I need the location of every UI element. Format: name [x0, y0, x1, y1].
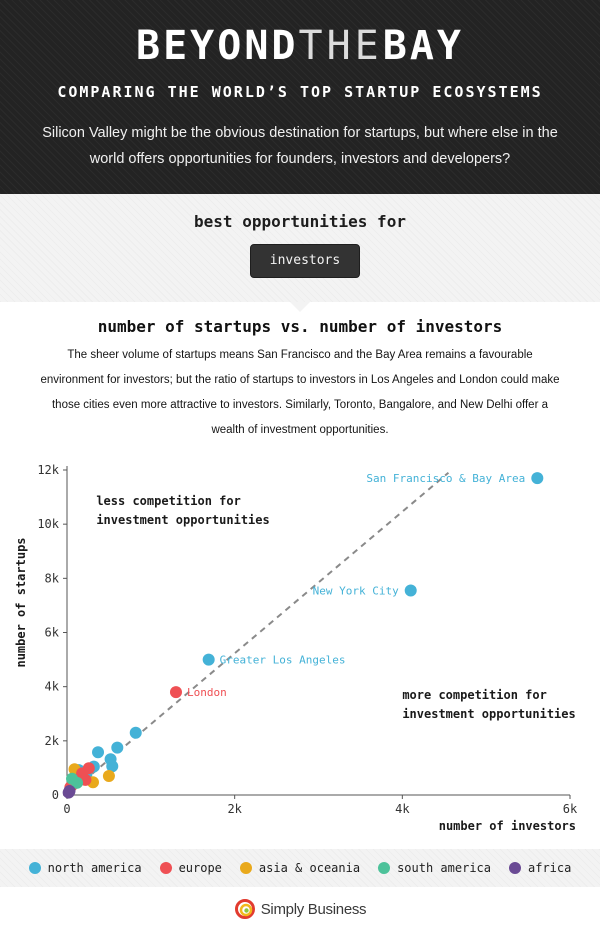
legend-item-africa[interactable]: africa: [509, 861, 571, 875]
point-label: New York City: [313, 585, 399, 598]
data-point: [92, 746, 105, 759]
annotation-more-competition: more competition for: [402, 688, 547, 702]
title-beyond: BEYOND: [136, 23, 299, 69]
y-tick-label: 4k: [45, 680, 60, 694]
point-label: San Francisco & Bay Area: [366, 472, 525, 485]
chart-section-title: number of startups vs. number of investo…: [97, 317, 503, 336]
legend-dot-icon: [509, 862, 521, 874]
data-point: [102, 770, 115, 783]
intro-text: Silicon Valley might be the obvious dest…: [42, 125, 558, 167]
legend-dot-icon: [28, 862, 41, 874]
data-point: [202, 653, 215, 666]
data-point: [71, 776, 84, 789]
y-tick-label: 10k: [37, 517, 59, 531]
header-banner: BEYONDTHEBAY COMPARING THE WORLD’S TOP S…: [0, 0, 600, 194]
legend-item-europe[interactable]: europe: [159, 861, 222, 875]
legend-item-south-america[interactable]: south america: [378, 861, 491, 875]
data-point: [106, 760, 119, 773]
y-tick-label: 6k: [45, 626, 60, 640]
x-axis-label: number of investors: [439, 819, 576, 833]
x-tick-label: 6k: [563, 802, 578, 816]
opportunity-selector: best opportunities for investors: [0, 194, 600, 302]
data-point: [169, 686, 182, 699]
annotation-less-competition: less competition for: [96, 494, 241, 508]
data-point: [531, 472, 544, 485]
chart-description: The sheer volume of startups means San F…: [40, 349, 560, 436]
data-point: [404, 584, 417, 597]
brand-name: Simply Business: [260, 900, 367, 918]
y-axis-label: number of startups: [14, 537, 28, 667]
x-tick-label: 2k: [227, 802, 242, 816]
x-tick-label: 0: [63, 802, 70, 816]
simply-business-logo-icon: [234, 899, 255, 919]
annotation-less-competition: investment opportunities: [96, 513, 269, 527]
page-subtitle: COMPARING THE WORLD’S TOP STARTUP ECOSYS…: [57, 83, 543, 101]
x-tick-label: 4k: [395, 802, 410, 816]
legend-label: africa: [528, 861, 572, 875]
y-tick-label: 2k: [45, 734, 60, 748]
annotation-more-competition: investment opportunities: [402, 707, 575, 721]
legend-label: south america: [397, 861, 491, 875]
footer: Simply Business: [0, 896, 600, 922]
y-tick-label: 8k: [45, 571, 60, 585]
legend-item-asia-oceania[interactable]: asia & oceania: [239, 861, 361, 875]
data-point: [129, 726, 142, 739]
title-bay: BAY: [382, 23, 464, 69]
scatter-chart: 0 2k 4k 6k 8k 10k 12k 0 2k 4k 6k number of investor…: [14, 463, 578, 833]
legend-label: asia & oceania: [258, 861, 361, 875]
legend-label: north america: [47, 861, 142, 875]
y-tick-label: 0: [52, 788, 59, 802]
point-label: Greater Los Angeles: [220, 654, 346, 667]
selector-label: best opportunities for: [194, 212, 406, 231]
investors-dropdown-button[interactable]: investors: [250, 244, 360, 278]
y-tick-label: 12k: [37, 463, 59, 477]
legend-dot-icon: [378, 862, 391, 874]
data-point: [111, 741, 124, 754]
legend-label: europe: [178, 861, 222, 875]
point-label: London: [187, 686, 227, 699]
selector-pointer: [290, 302, 310, 312]
legend-dot-icon: [239, 862, 252, 874]
title-the: THE: [298, 23, 383, 69]
page-title: BEYONDTHEBAY: [0, 22, 600, 70]
legend-item-north-america[interactable]: north america: [28, 861, 142, 875]
legend-dot-icon: [159, 862, 172, 874]
region-legend: north america europe asia & oceania south a…: [0, 849, 600, 887]
data-point: [62, 786, 75, 799]
